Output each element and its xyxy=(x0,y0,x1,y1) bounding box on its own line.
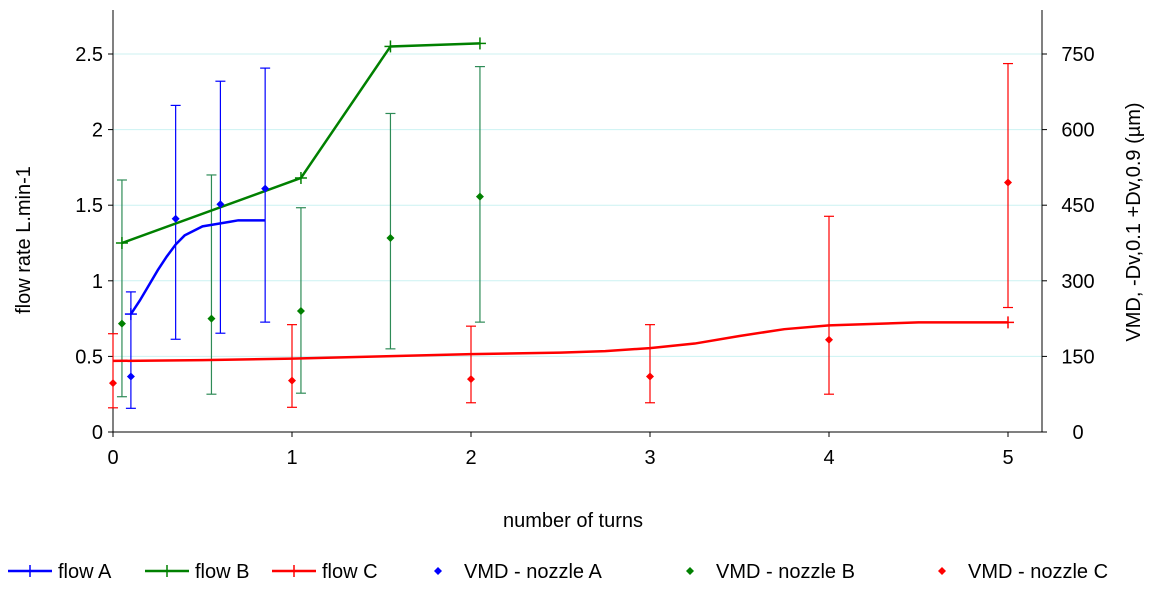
legend-label: VMD - nozzle B xyxy=(716,561,855,583)
y-right-tick-label: 600 xyxy=(1061,120,1094,142)
y-left-tick-label: 0 xyxy=(92,422,103,444)
y-right-tick-label: 300 xyxy=(1061,271,1094,293)
y-left-tick-label: 0.5 xyxy=(75,346,103,368)
scatter-point xyxy=(386,233,395,242)
legend-point-swatch xyxy=(434,567,442,575)
legend-point-swatch xyxy=(938,567,946,575)
scatter-point xyxy=(288,376,296,385)
scatter-point xyxy=(126,372,135,381)
series-line-flow-B xyxy=(121,42,480,245)
legend-label: flow C xyxy=(322,561,378,583)
y-right-tick-label: 0 xyxy=(1072,422,1083,444)
legend-label: VMD - nozzle C xyxy=(968,561,1108,583)
scatter-point xyxy=(171,214,180,223)
x-tick-label: 2 xyxy=(465,447,476,469)
y-right-tick-label: 450 xyxy=(1061,195,1094,217)
ticks: 0 0.5 1 1.5 2 2.5 0 150 300 450 600 750 0 1 2 3 4 5 xyxy=(75,44,1095,469)
legend-item: VMD - nozzle A xyxy=(434,561,602,583)
legend-item: flow A xyxy=(8,561,112,583)
scatter-point xyxy=(296,307,305,316)
x-axis-title: number of turns xyxy=(503,510,643,532)
scatter-point xyxy=(216,200,225,209)
y-right-tick-label: 750 xyxy=(1061,44,1094,66)
y-left-tick-label: 1.5 xyxy=(75,195,103,217)
legend-label: VMD - nozzle A xyxy=(464,561,602,583)
scatter-point xyxy=(117,319,126,328)
scatter-points xyxy=(109,178,1012,388)
scatter-point xyxy=(207,314,216,323)
y-left-tick-label: 2 xyxy=(92,120,103,142)
x-tick-label: 5 xyxy=(1002,447,1013,469)
x-tick-label: 1 xyxy=(286,447,297,469)
y-left-axis-title: flow rate L.min-1 xyxy=(13,166,35,314)
series-lines xyxy=(112,37,1014,363)
y-left-tick-label: 2.5 xyxy=(75,44,103,66)
legend-label: flow B xyxy=(195,561,249,583)
legend: flow A flow B flow C VMD - nozzle A VMD - no… xyxy=(8,561,1108,583)
scatter-point xyxy=(646,372,654,381)
legend-point-swatch xyxy=(686,567,694,575)
legend-item: VMD - nozzle B xyxy=(686,561,855,583)
legend-item: flow C xyxy=(272,561,378,583)
y-right-tick-label: 150 xyxy=(1061,346,1094,368)
scatter-point xyxy=(825,335,833,344)
scatter-point xyxy=(467,375,475,384)
gridlines xyxy=(113,53,1042,357)
y-right-axis-title: VMD, -Dv,0.1 +Dv,0.9 (µm) xyxy=(1123,102,1145,341)
scatter-point xyxy=(475,192,484,201)
scatter-point xyxy=(109,379,117,388)
scatter-point xyxy=(261,184,270,193)
x-tick-label: 4 xyxy=(823,447,834,469)
legend-item: flow B xyxy=(145,561,249,583)
legend-item: VMD - nozzle C xyxy=(938,561,1108,583)
series-line-flow-C xyxy=(112,321,1008,363)
x-tick-label: 3 xyxy=(644,447,655,469)
x-tick-label: 0 xyxy=(107,447,118,469)
y-left-tick-label: 1 xyxy=(92,271,103,293)
legend-label: flow A xyxy=(58,561,112,583)
series-line-flow-A xyxy=(129,219,266,315)
scatter-point xyxy=(1004,178,1012,187)
